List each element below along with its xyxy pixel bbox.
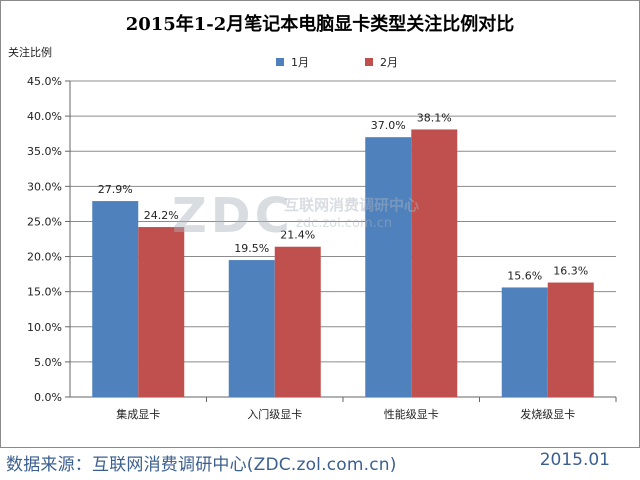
bar	[138, 227, 185, 397]
x-tick-label: 发烧级显卡	[520, 407, 575, 421]
bar	[501, 287, 548, 397]
bar	[547, 282, 594, 397]
y-tick-label: 0.0%	[34, 391, 62, 404]
data-label: 16.3%	[553, 265, 588, 278]
x-tick-label: 性能级显卡	[384, 407, 439, 421]
bar	[411, 129, 458, 397]
legend-label-jan: 1月	[291, 56, 309, 69]
bar	[274, 246, 321, 397]
footer: 数据来源：互联网消费调研中心(ZDC.zol.com.cn) 2015.01	[0, 448, 640, 480]
legend: 1月 2月	[276, 54, 398, 70]
y-tick-label: 25.0%	[27, 215, 62, 228]
chart-title: 2015年1-2月笔记本电脑显卡类型关注比例对比	[125, 14, 515, 35]
bar	[228, 260, 275, 397]
y-tick-label: 30.0%	[27, 180, 62, 193]
data-source: 数据来源：互联网消费调研中心(ZDC.zol.com.cn)	[6, 455, 397, 475]
y-tick-label: 45.0%	[27, 75, 62, 88]
data-label: 19.5%	[234, 242, 269, 255]
data-label: 38.1%	[417, 111, 452, 124]
x-tick-label: 集成显卡	[116, 407, 160, 421]
report-date: 2015.01	[539, 450, 610, 470]
legend-label-feb: 2月	[380, 56, 398, 69]
legend-swatch-feb	[365, 58, 373, 66]
y-tick-label: 40.0%	[27, 110, 62, 123]
legend-swatch-jan	[276, 58, 284, 66]
bar	[92, 201, 139, 397]
data-label: 21.4%	[280, 229, 315, 242]
bar-chart: 0.0% 5.0% 10.0% 15.0% 20.0% 25.0% 30.0% 35.0% 40…	[27, 75, 617, 421]
data-label: 27.9%	[98, 183, 133, 196]
y-tick-label: 35.0%	[27, 145, 62, 158]
data-label: 15.6%	[507, 269, 542, 282]
y-tick-label: 10.0%	[27, 321, 62, 334]
bar	[365, 137, 412, 397]
x-tick-label: 入门级显卡	[247, 407, 302, 421]
data-label: 37.0%	[371, 119, 406, 132]
legend-item-jan: 1月	[276, 54, 309, 70]
data-label: 24.2%	[144, 209, 179, 222]
legend-item-feb: 2月	[365, 54, 398, 70]
y-tick-label: 5.0%	[34, 356, 62, 369]
y-axis-label: 关注比例	[8, 46, 52, 59]
y-tick-label: 15.0%	[27, 286, 62, 299]
y-tick-label: 20.0%	[27, 251, 62, 264]
